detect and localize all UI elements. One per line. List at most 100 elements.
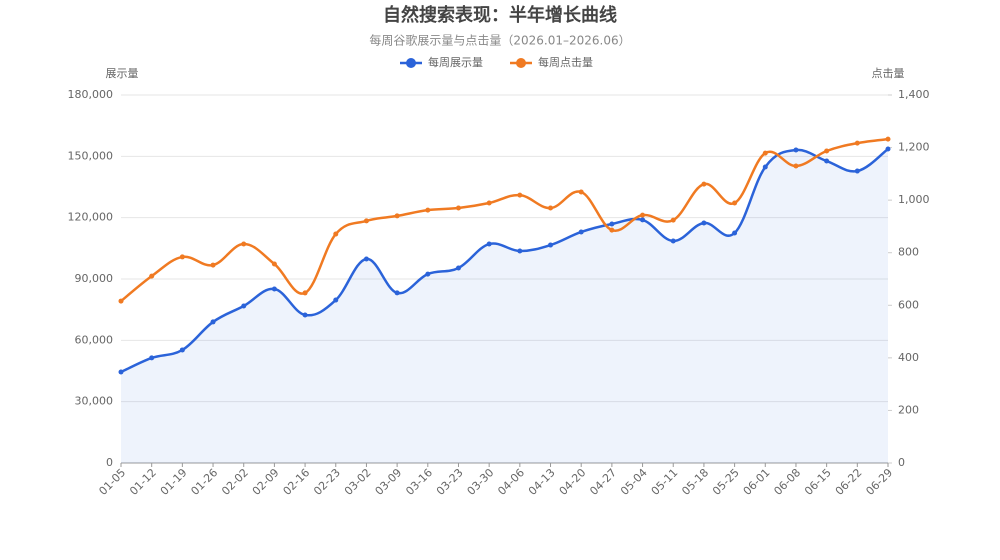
x-tick-label: 03-16 (403, 466, 435, 498)
point (271, 286, 277, 292)
x-tick-label: 06-29 (863, 466, 895, 498)
point (578, 189, 584, 195)
chart-subtitle: 每周谷歌展示量与点击量（2026.01–2026.06） (369, 33, 630, 48)
y-tick-label: 150,000 (68, 149, 114, 162)
point (455, 205, 461, 211)
line (120, 137, 889, 303)
point (548, 205, 554, 211)
x-tick-label: 02-02 (219, 466, 251, 498)
y-tick-label: 90,000 (75, 272, 114, 285)
y2-tick-label: 400 (898, 351, 919, 364)
point (732, 200, 738, 206)
point (701, 181, 707, 187)
y-tick-label: 120,000 (68, 211, 114, 224)
point (210, 262, 216, 268)
x-tick-label: 06-01 (741, 466, 773, 498)
point (762, 150, 768, 156)
x-tick-label: 03-09 (373, 466, 405, 498)
x-tick-label: 05-25 (710, 466, 742, 498)
point (271, 261, 277, 267)
y2-tick-label: 800 (898, 246, 919, 259)
point (486, 241, 492, 247)
point (762, 164, 768, 170)
y2-tick-label: 200 (898, 403, 919, 416)
x-tick-label: 01-05 (96, 466, 128, 498)
x-tick-label: 03-30 (465, 466, 497, 498)
y2-axis-title: 点击量 (872, 67, 905, 80)
y2-tick-label: 600 (898, 298, 919, 311)
point (640, 212, 646, 218)
point (578, 229, 584, 235)
x-tick-label: 06-15 (802, 466, 834, 498)
point (640, 217, 646, 223)
x-tick-label: 04-20 (557, 466, 589, 498)
point (363, 218, 369, 224)
y2-tick-label: 0 (898, 456, 905, 469)
point (732, 230, 738, 236)
x-tick-label: 02-09 (250, 466, 282, 498)
point (149, 273, 155, 279)
point (517, 248, 523, 254)
point (302, 312, 308, 318)
point (425, 271, 431, 277)
legend-label: 每周点击量 (538, 55, 593, 69)
x-tick-label: 03-23 (434, 466, 466, 498)
y-tick-label: 30,000 (75, 395, 114, 408)
x-tick-label: 02-23 (311, 466, 343, 498)
point (333, 297, 339, 303)
point (548, 242, 554, 248)
point (517, 192, 523, 198)
point (333, 231, 339, 237)
x-tick-label: 05-04 (618, 466, 650, 498)
point (670, 238, 676, 244)
legend-dot (516, 58, 526, 68)
y2-tick-label: 1,400 (898, 88, 930, 101)
y2-tick-label: 1,000 (898, 193, 930, 206)
point (854, 140, 860, 146)
legend-dot (406, 58, 416, 68)
point (701, 220, 707, 226)
x-tick-label: 01-12 (127, 466, 159, 498)
y-tick-label: 180,000 (68, 88, 114, 101)
x-tick-label: 01-26 (188, 466, 220, 498)
chart-title: 自然搜索表现：半年增长曲线 (383, 4, 617, 26)
point (854, 168, 860, 174)
point (793, 147, 799, 153)
point (824, 158, 830, 164)
point (210, 319, 216, 325)
x-tick-label: 03-02 (342, 466, 374, 498)
point (609, 221, 615, 227)
point (609, 227, 615, 233)
point (425, 207, 431, 213)
x-tick-label: 05-11 (649, 466, 681, 498)
y-tick-label: 0 (106, 456, 113, 469)
point (302, 290, 308, 296)
point (885, 146, 891, 152)
x-tick-label: 05-18 (679, 466, 711, 498)
point (793, 163, 799, 169)
point (670, 217, 676, 223)
point (241, 241, 247, 247)
point (118, 298, 124, 304)
point (824, 148, 830, 154)
point (486, 200, 492, 206)
point (455, 265, 461, 271)
point (394, 213, 400, 219)
x-tick-label: 02-16 (281, 466, 313, 498)
area (121, 148, 888, 463)
point (363, 256, 369, 262)
point (885, 136, 891, 142)
point (179, 347, 185, 353)
x-tick-label: 06-08 (771, 466, 803, 498)
point (394, 290, 400, 296)
y2-tick-label: 1,200 (898, 141, 930, 154)
point (149, 355, 155, 361)
x-tick-label: 04-06 (495, 466, 527, 498)
x-tick-label: 01-19 (158, 466, 190, 498)
point (179, 254, 185, 260)
point (241, 303, 247, 309)
y-tick-label: 60,000 (75, 333, 114, 346)
x-tick-label: 06-22 (833, 466, 865, 498)
legend-label: 每周展示量 (428, 55, 483, 69)
